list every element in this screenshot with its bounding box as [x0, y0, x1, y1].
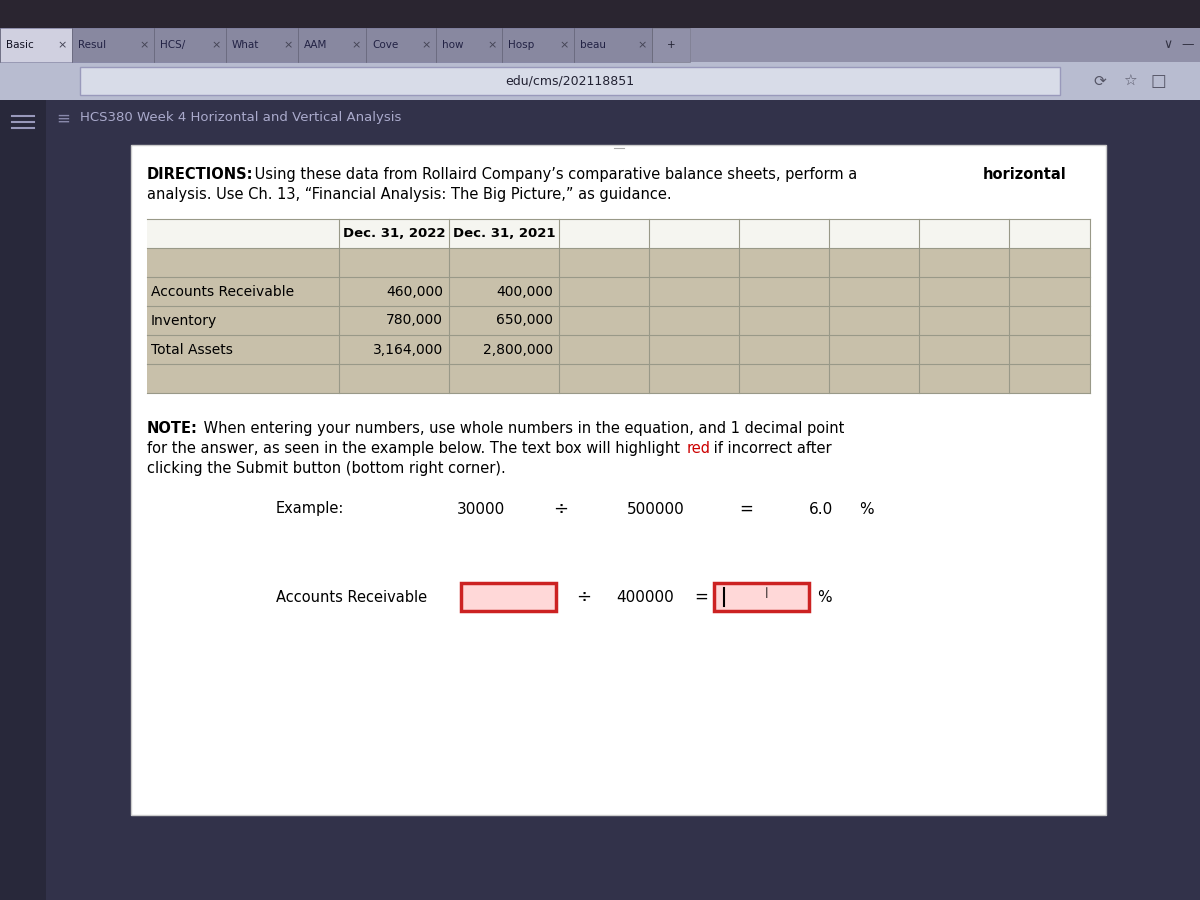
Bar	[148, 219, 1090, 393]
Text: ×: ×	[559, 40, 569, 50]
Text: □: □	[1150, 72, 1166, 90]
Text: ☆: ☆	[1123, 74, 1136, 88]
Text: %: %	[817, 590, 832, 605]
Text: 6.0: 6.0	[809, 501, 833, 517]
Text: Accounts Receivable: Accounts Receivable	[276, 590, 427, 605]
Text: red: red	[686, 441, 710, 456]
Text: ×: ×	[139, 40, 149, 50]
Text: Dec. 31, 2022: Dec. 31, 2022	[343, 227, 445, 240]
Bar	[0, 100, 46, 900]
Bar	[226, 28, 298, 62]
Text: %: %	[859, 501, 874, 517]
Bar	[154, 28, 226, 62]
Text: ÷: ÷	[553, 500, 569, 518]
Text: When entering your numbers, use whole numbers in the equation, and 1 decimal poi: When entering your numbers, use whole nu…	[199, 421, 845, 436]
Bar	[502, 28, 574, 62]
Bar	[298, 28, 366, 62]
Text: 650,000: 650,000	[496, 313, 553, 328]
Text: =: =	[739, 500, 752, 518]
Text: 2,800,000: 2,800,000	[482, 343, 553, 356]
Text: for the answer, as seen in the example below. The text box will highlight: for the answer, as seen in the example b…	[148, 441, 685, 456]
Text: —: —	[1182, 39, 1194, 51]
Bar	[0, 62, 1200, 100]
Bar	[0, 28, 1200, 62]
Text: Basic: Basic	[6, 40, 34, 50]
Bar	[436, 28, 502, 62]
Text: ⟳: ⟳	[1093, 74, 1106, 88]
Text: What: What	[232, 40, 259, 50]
Bar	[148, 306, 1090, 335]
Text: how: how	[442, 40, 463, 50]
Text: HCS380 Week 4 Horizontal and Vertical Analysis: HCS380 Week 4 Horizontal and Vertical An…	[80, 111, 401, 124]
Text: 400,000: 400,000	[496, 284, 553, 299]
Bar	[0, 100, 1200, 900]
Text: Cove: Cove	[372, 40, 398, 50]
Text: clicking the Submit button (bottom right corner).: clicking the Submit button (bottom right…	[148, 461, 505, 476]
Text: ×: ×	[211, 40, 221, 50]
Bar	[366, 28, 436, 62]
Text: 400000: 400000	[616, 590, 673, 605]
Text: NOTE:: NOTE:	[148, 421, 198, 436]
Bar	[148, 219, 1090, 248]
Bar	[714, 583, 809, 611]
Text: Example:: Example:	[276, 501, 344, 517]
Text: Resul: Resul	[78, 40, 106, 50]
Text: Dec. 31, 2021: Dec. 31, 2021	[452, 227, 556, 240]
Text: Accounts Receivable: Accounts Receivable	[151, 284, 294, 299]
Text: ×: ×	[637, 40, 647, 50]
Text: Total Assets: Total Assets	[151, 343, 233, 356]
Text: ≡: ≡	[56, 110, 70, 128]
Text: =: =	[694, 588, 708, 606]
Text: ∣: ∣	[763, 587, 769, 598]
Bar	[148, 277, 1090, 306]
Bar	[72, 28, 154, 62]
Text: 780,000: 780,000	[386, 313, 443, 328]
Bar	[0, 0, 1200, 28]
Text: analysis. Use Ch. 13, “Financial Analysis: The Big Picture,” as guidance.: analysis. Use Ch. 13, “Financial Analysi…	[148, 187, 672, 202]
Text: +: +	[667, 40, 676, 50]
Text: horizontal: horizontal	[983, 167, 1067, 182]
Text: 3,164,000: 3,164,000	[373, 343, 443, 356]
Text: 460,000: 460,000	[386, 284, 443, 299]
Text: edu/cms/202118851: edu/cms/202118851	[505, 75, 635, 87]
Text: DIRECTIONS:: DIRECTIONS:	[148, 167, 253, 182]
Text: beau: beau	[580, 40, 606, 50]
Text: Hosp: Hosp	[508, 40, 534, 50]
Bar	[652, 28, 690, 62]
Text: ∨: ∨	[1164, 39, 1172, 51]
Bar	[131, 145, 1106, 815]
Text: ×: ×	[58, 40, 67, 50]
Text: HCS/: HCS/	[160, 40, 185, 50]
Text: Inventory: Inventory	[151, 313, 217, 328]
Bar	[461, 583, 556, 611]
Text: ×: ×	[352, 40, 361, 50]
Bar	[0, 28, 72, 62]
Text: ×: ×	[487, 40, 497, 50]
Text: ÷: ÷	[576, 588, 592, 606]
Text: AAM: AAM	[304, 40, 328, 50]
Text: Using these data from Rollaird Company’s comparative balance sheets, perform a: Using these data from Rollaird Company’s…	[250, 167, 862, 182]
Text: 500000: 500000	[628, 501, 685, 517]
Bar	[148, 335, 1090, 364]
Text: ×: ×	[421, 40, 431, 50]
Bar	[80, 67, 1060, 95]
Text: if incorrect after: if incorrect after	[709, 441, 832, 456]
Bar	[574, 28, 652, 62]
Text: ×: ×	[283, 40, 293, 50]
Text: 30000: 30000	[457, 501, 505, 517]
